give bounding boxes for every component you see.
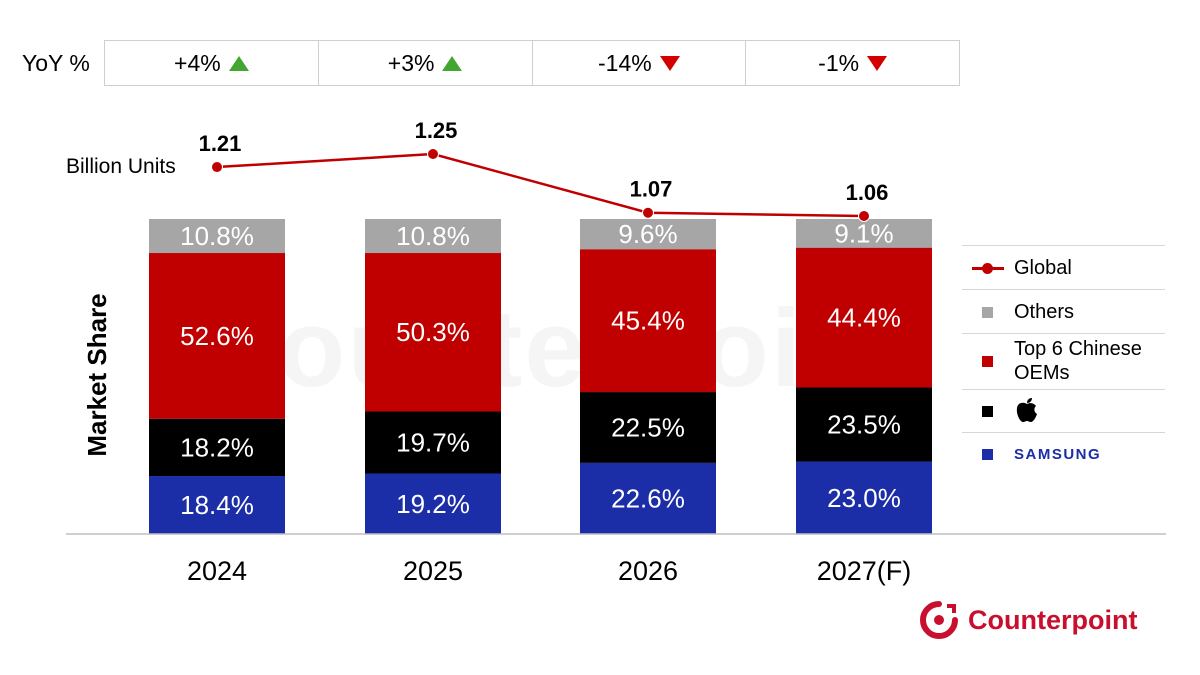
- bar-samsung-1: [365, 473, 501, 534]
- x-tick-label-0: 2024: [187, 556, 247, 586]
- legend-swatch-chinese-oems: [982, 356, 993, 367]
- global-value-label-1: 1.25: [415, 118, 458, 143]
- bar-others-2: [580, 219, 716, 250]
- x-tick-label-2: 2026: [618, 556, 678, 586]
- legend-item-others: Others: [962, 289, 1165, 333]
- bar-others-0: [149, 219, 285, 254]
- legend-label-samsung: SAMSUNG: [1014, 446, 1102, 463]
- legend-swatch-samsung: [982, 449, 993, 460]
- yoy-cell-2027: -1%: [745, 41, 959, 85]
- yoy-cell-2024: +4%: [105, 41, 318, 85]
- apple-logo-icon: [1016, 398, 1037, 422]
- global-value-label-0: 1.21: [199, 131, 242, 156]
- data-label-top-6-chinese-oems-0: 52.6%: [180, 321, 254, 351]
- yoy-cell-2026: -14%: [531, 41, 746, 85]
- bar-top-6-chinese-oems-0: [149, 253, 285, 419]
- brand-logo: Counterpoint: [920, 600, 1137, 640]
- legend-label-chinese-line2: OEMs: [1014, 362, 1070, 384]
- global-value-label-2: 1.07: [630, 177, 673, 202]
- x-ticks-layer: 2024 2025 2026 2027(F): [187, 556, 911, 586]
- bar-apple-0: [149, 418, 285, 477]
- bar-top-6-chinese-oems-1: [365, 253, 501, 412]
- global-value-label-3: 1.06: [846, 180, 889, 205]
- data-label-samsung-3: 23.0%: [827, 483, 901, 513]
- data-label-top-6-chinese-oems-2: 45.4%: [611, 306, 685, 336]
- yoy-value: -1%: [818, 49, 860, 76]
- data-label-samsung-1: 19.2%: [396, 489, 470, 519]
- triangle-down-icon: [867, 55, 888, 71]
- yoy-value: -14%: [598, 49, 652, 76]
- legend-item-apple: [962, 389, 1165, 432]
- data-label-apple-3: 23.5%: [827, 410, 901, 440]
- legend-swatch-apple: [982, 406, 993, 417]
- legend-dot-marker: [982, 263, 993, 274]
- data-label-others-1: 10.8%: [396, 221, 470, 251]
- bar-others-3: [796, 219, 932, 248]
- bar-apple-2: [580, 392, 716, 463]
- data-label-samsung-0: 18.4%: [180, 490, 254, 520]
- legend-item-global: Global: [962, 245, 1165, 289]
- bar-top-6-chinese-oems-3: [796, 247, 932, 388]
- yoy-value: +3%: [387, 49, 435, 76]
- bar-others-1: [365, 219, 501, 254]
- bar-samsung-2: [580, 462, 716, 534]
- yoy-cell-2025: +3%: [317, 41, 532, 85]
- bar-top-6-chinese-oems-2: [580, 249, 716, 393]
- bar-apple-3: [796, 387, 932, 462]
- data-label-top-6-chinese-oems-1: 50.3%: [396, 317, 470, 347]
- global-point-1: [427, 148, 439, 160]
- legend-label-chinese-line1: Top 6 Chinese: [1014, 338, 1142, 360]
- line-layer: 1.21 1.25 1.07 1.06: [199, 118, 889, 222]
- bar-samsung-3: [796, 461, 932, 534]
- triangle-down-icon: [659, 55, 680, 71]
- global-point-3: [858, 210, 870, 222]
- legend-item-samsung: SAMSUNG: [962, 432, 1165, 476]
- data-label-apple-2: 22.5%: [611, 412, 685, 442]
- global-point-2: [642, 206, 654, 219]
- data-label-others-3: 9.1%: [834, 218, 893, 248]
- yoy-table: +4% +3% -14% -1%: [104, 40, 960, 86]
- line-unit-label: Billion Units: [66, 155, 176, 178]
- x-tick-label-3: 2027(F): [817, 556, 912, 586]
- legend: Global Others Top 6 Chinese OEMs SAMSUNG: [962, 245, 1165, 476]
- legend-label-chinese-oems: Top 6 Chinese OEMs: [1014, 337, 1142, 385]
- counterpoint-logo-icon: [920, 601, 958, 639]
- bars-layer: 18.4% 18.2% 52.6% 10.8% 19.2% 19.7% 50.3% 10.8%…: [149, 218, 932, 534]
- legend-label-global: Global: [1014, 257, 1072, 279]
- x-tick-label-1: 2025: [403, 556, 463, 586]
- global-point-0: [211, 161, 223, 174]
- bar-samsung-0: [149, 476, 285, 534]
- legend-label-others: Others: [1014, 301, 1075, 323]
- yoy-value: +4%: [174, 49, 221, 76]
- y-axis-label: Market Share: [82, 293, 112, 456]
- global-line: [216, 152, 865, 218]
- legend-item-chinese-oems: Top 6 Chinese OEMs: [962, 333, 1165, 389]
- triangle-up-icon: [442, 55, 463, 71]
- data-label-others-0: 10.8%: [180, 221, 254, 251]
- bar-apple-1: [365, 411, 501, 474]
- data-label-samsung-2: 22.6%: [611, 483, 685, 513]
- brand-name: Counterpoint: [968, 604, 1138, 635]
- yoy-label: YoY %: [22, 50, 90, 76]
- legend-swatch-others: [982, 307, 993, 318]
- data-label-others-2: 9.6%: [618, 219, 677, 249]
- data-label-apple-1: 19.7%: [396, 427, 470, 457]
- data-label-top-6-chinese-oems-3: 44.4%: [827, 303, 901, 333]
- data-label-apple-0: 18.2%: [180, 432, 254, 462]
- triangle-up-icon: [228, 55, 249, 71]
